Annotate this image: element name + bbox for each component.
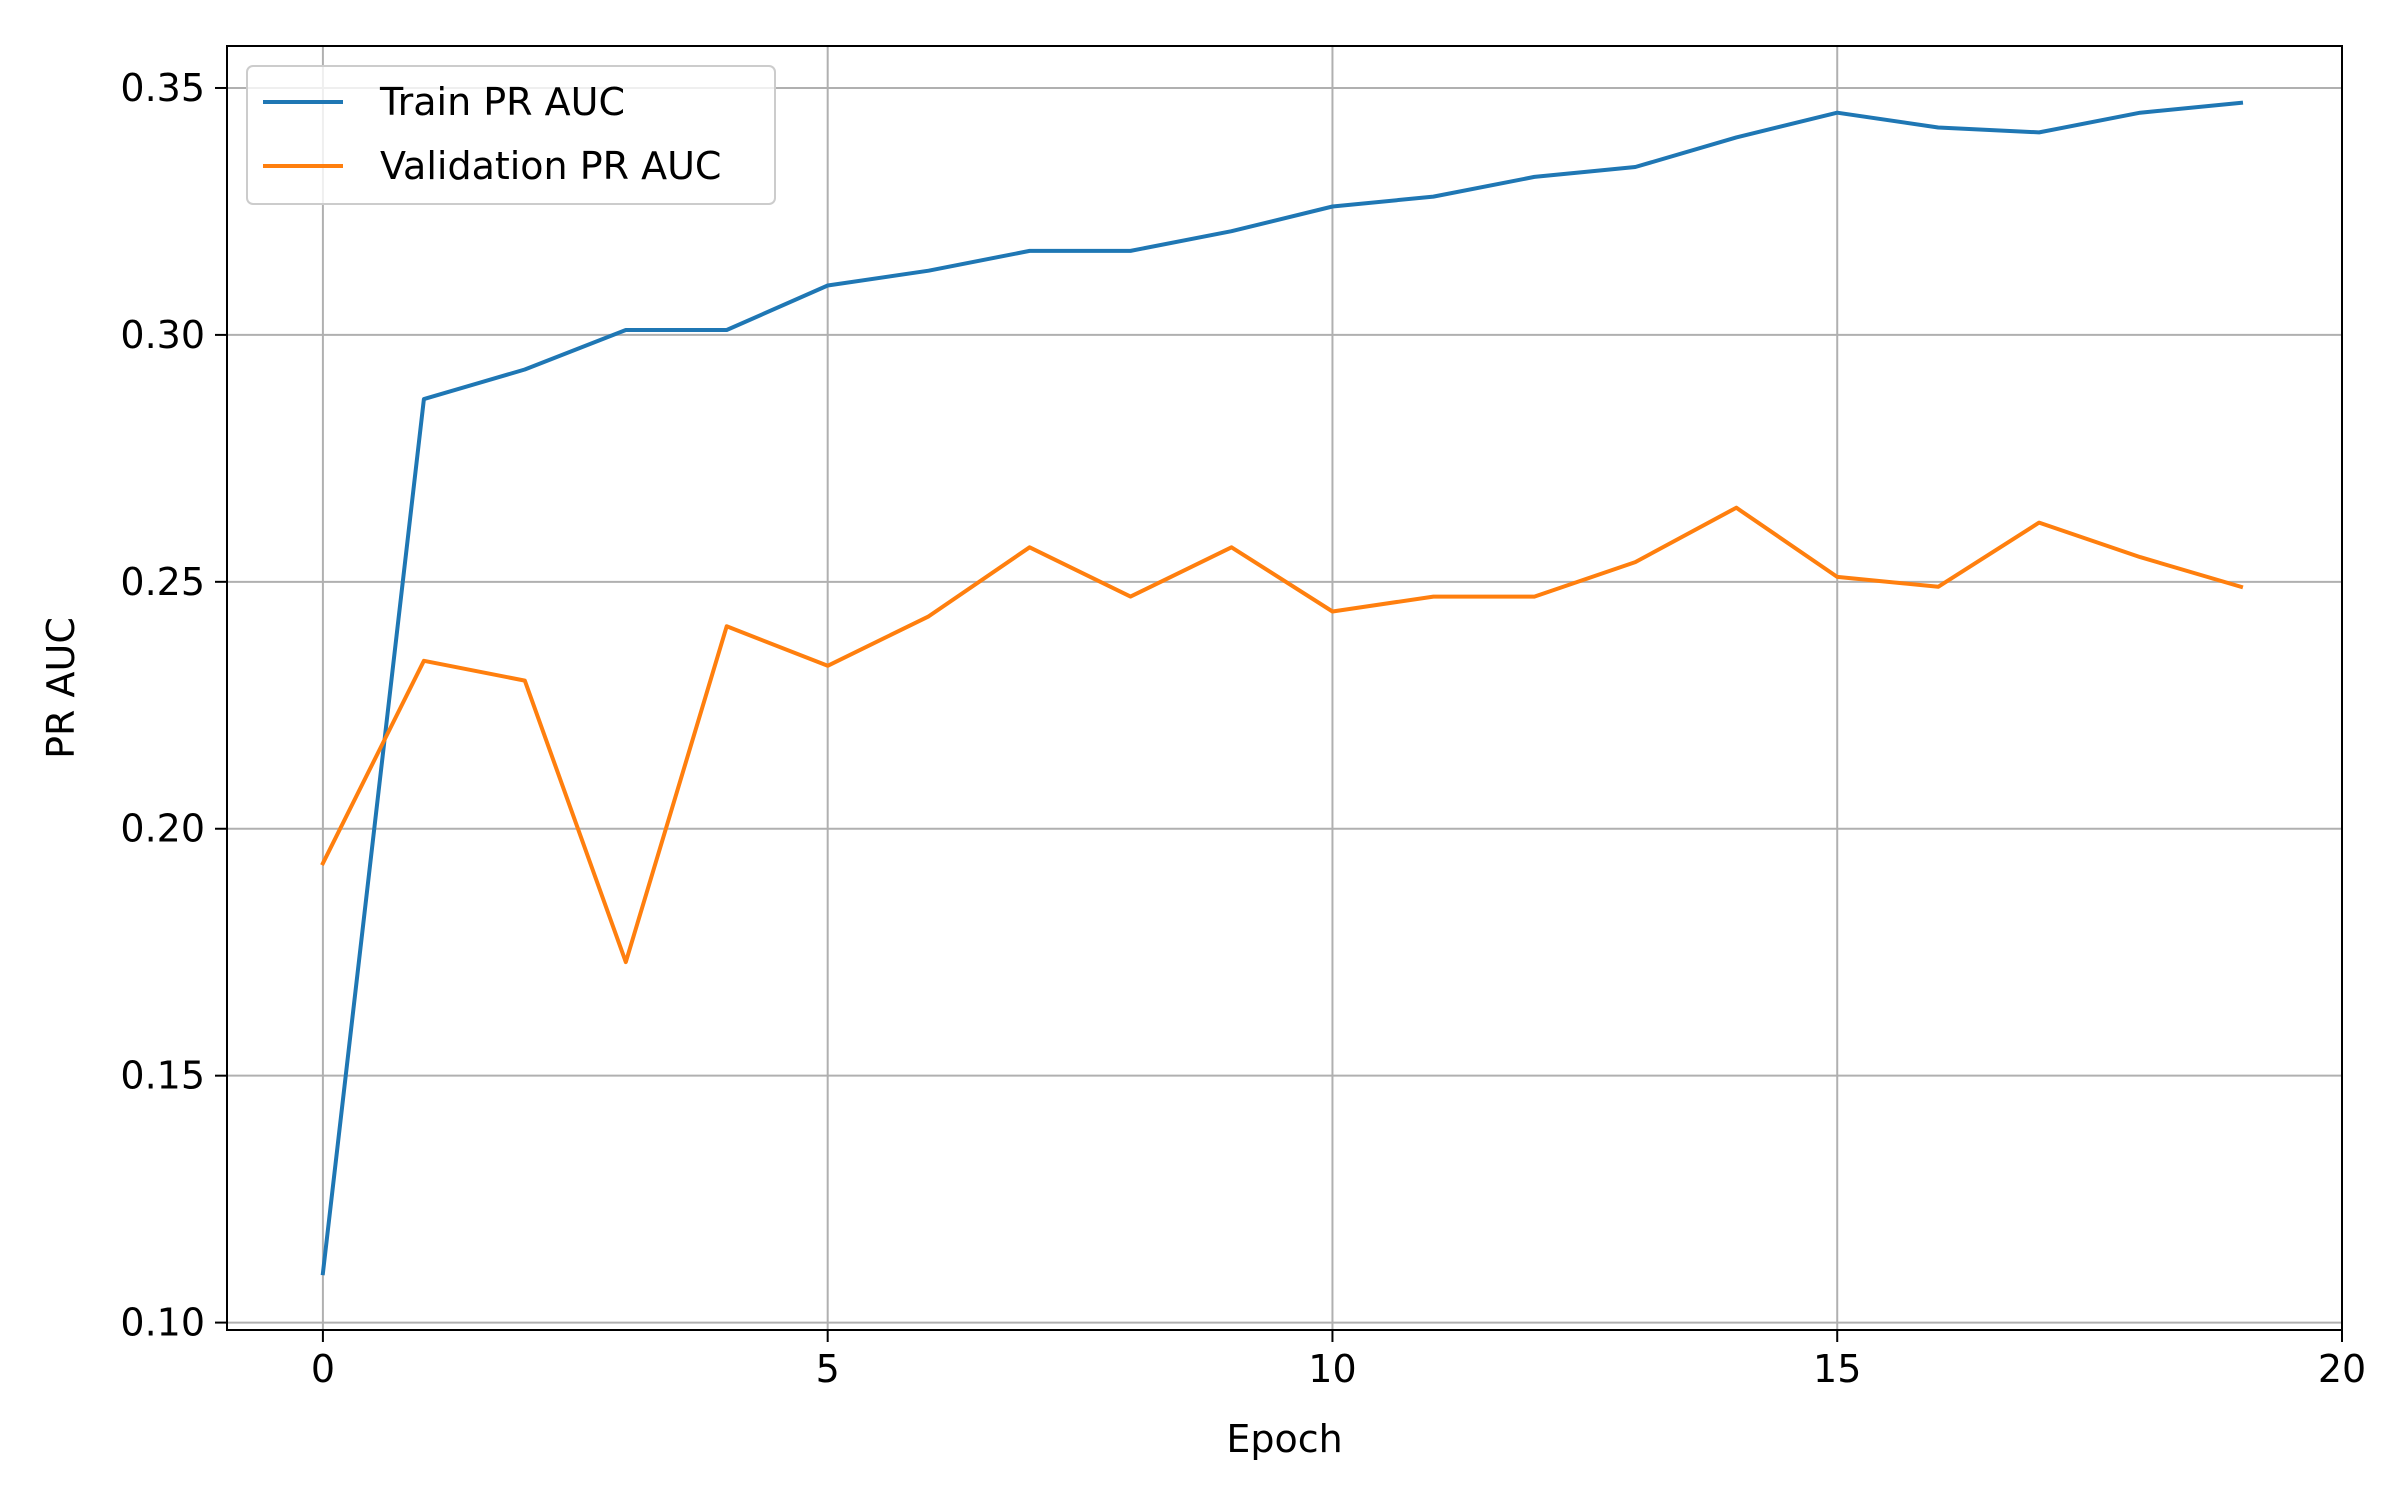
y-axis-label: PR AUC xyxy=(39,617,83,759)
y-tick-label: 0.30 xyxy=(120,313,205,357)
x-tick-label: 0 xyxy=(311,1347,335,1391)
y-tick-label: 0.35 xyxy=(120,66,205,110)
legend-label-train: Train PR AUC xyxy=(379,80,625,124)
y-tick-label: 0.15 xyxy=(120,1054,205,1098)
tick-layer: 0 5 10 15 20 0.10 0.15 0.20 0.25 0.30 0.35 xyxy=(120,66,2366,1391)
y-tick-label: 0.10 xyxy=(120,1301,205,1345)
x-tick-label: 10 xyxy=(1308,1347,1356,1391)
legend-box xyxy=(246,65,776,205)
y-tick-label: 0.25 xyxy=(120,560,205,604)
x-tick-label: 15 xyxy=(1813,1347,1861,1391)
series-line-train xyxy=(320,100,2244,1276)
y-tick-label: 0.20 xyxy=(120,807,205,851)
x-tick-label: 20 xyxy=(2318,1347,2366,1391)
plot-frame xyxy=(226,45,2343,1331)
series-layer xyxy=(320,100,2244,1276)
legend-label-validation: Validation PR AUC xyxy=(380,144,721,188)
legend: Train PR AUC Validation PR AUC xyxy=(246,65,776,205)
series-line-validation xyxy=(320,505,2244,965)
x-axis-label: Epoch xyxy=(1226,1417,1342,1461)
x-tick-label: 5 xyxy=(816,1347,840,1391)
